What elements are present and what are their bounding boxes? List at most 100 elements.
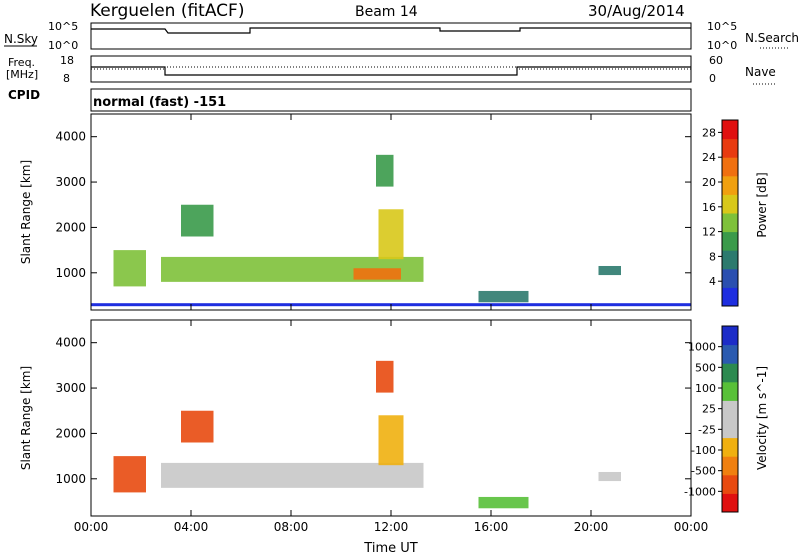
colorbar-cell <box>722 120 738 140</box>
colorbar-tick-label: -500 <box>691 465 716 478</box>
cpid-value: normal (fast) -151 <box>93 95 226 110</box>
colorbar-tick-label: 500 <box>695 361 716 374</box>
station-title: Kerguelen (fitACF) <box>90 1 244 21</box>
colorbar-tick-label: 28 <box>702 126 716 139</box>
velocity-panel: 00:00 04:00 08:00 12:00 16:00 20:00 00:00 1000 2… <box>19 319 769 534</box>
date-title: 30/Aug/2014 <box>588 2 685 20</box>
colorbar-frame <box>721 325 739 513</box>
colorbar-tick-label: 25 <box>702 403 716 416</box>
power-colorbar: 4 8 12 16 20 24 28 <box>702 119 739 307</box>
x-axis-label: Time UT <box>363 541 417 554</box>
echo-region <box>376 360 394 393</box>
freq-right-tick-top: 60 <box>709 54 723 67</box>
nave-trace <box>91 66 691 70</box>
colorbar-cell <box>722 437 738 457</box>
colorbar-cell <box>722 268 738 288</box>
noise-right-tick-top: 10^5 <box>707 20 737 33</box>
noise-left-tick-top: 10^5 <box>48 20 78 33</box>
velocity-ylabel: Slant Range [km] <box>19 366 33 470</box>
colorbar-tick-label: -1000 <box>684 485 716 498</box>
freq-label-line2: [MHz] <box>6 68 38 81</box>
colorbar-tick-label: 8 <box>709 250 716 263</box>
beam-title: Beam 14 <box>355 4 418 20</box>
colorbar-frame <box>721 119 739 307</box>
colorbar-cell <box>722 493 738 513</box>
colorbar-cell <box>722 456 738 476</box>
colorbar-tick-label: -25 <box>698 423 716 436</box>
y-tick-label: 1000 <box>55 472 86 486</box>
cpid-panel-frame <box>90 88 692 112</box>
colorbar-tick-label: 100 <box>695 382 716 395</box>
y-tick-label: 4000 <box>55 130 86 144</box>
freq-left-tick-bottom: 8 <box>63 72 70 85</box>
colorbar-cell <box>722 419 738 439</box>
colorbar-cell <box>722 138 738 158</box>
power-panel: 1000 2000 3000 4000 Slant Range [km] 4 8 12 16… <box>19 113 769 311</box>
noise-panel: N.Sky 10^5 10^0 10^5 10^0 N.Search <box>4 20 799 52</box>
colorbar-cell <box>722 474 738 494</box>
colorbar-tick-label: 24 <box>702 151 716 164</box>
y-tick-label: 3000 <box>55 175 86 189</box>
colorbar-cell <box>722 381 738 401</box>
echo-region <box>598 471 621 482</box>
colorbar-cell <box>722 287 738 307</box>
y-tick-label: 1000 <box>55 266 86 280</box>
noise-left-tick-bottom: 10^0 <box>48 39 78 52</box>
colorbar-tick-label: 12 <box>702 226 716 239</box>
velocity-echoes <box>113 360 621 509</box>
colorbar-cell <box>722 157 738 177</box>
x-tick-label: 20:00 <box>574 520 609 534</box>
y-tick-label: 4000 <box>55 336 86 350</box>
power-echoes <box>91 154 691 307</box>
echo-region <box>113 456 146 493</box>
cpid-label: CPID <box>8 88 40 102</box>
x-tick-label: 12:00 <box>374 520 409 534</box>
colorbar-tick-label: 20 <box>702 176 716 189</box>
colorbar-cell <box>722 231 738 251</box>
freq-right-tick-bottom: 0 <box>709 72 716 85</box>
power-ylabel: Slant Range [km] <box>19 160 33 264</box>
freq-label-line1: Freq. <box>8 56 35 69</box>
x-tick-label: 16:00 <box>474 520 509 534</box>
colorbar-tick-label: -100 <box>691 444 716 457</box>
colorbar-cell <box>722 213 738 233</box>
power-axes: 1000 2000 3000 4000 <box>55 114 692 310</box>
noise-right-label: N.Search <box>745 31 799 45</box>
echo-region <box>478 496 529 509</box>
x-tick-label: 04:00 <box>174 520 209 534</box>
colorbar-cell <box>722 194 738 214</box>
velocity-colorbar: 1000 500 100 25 -25 -100 -500 -1000 <box>684 325 739 513</box>
colorbar-cell <box>722 344 738 364</box>
x-tick-label: 00:00 <box>74 520 109 534</box>
power-colorbar-label: Power [dB] <box>755 172 769 237</box>
velocity-colorbar-label: Velocity [m s^-1] <box>755 366 769 470</box>
y-tick-label: 2000 <box>55 220 86 234</box>
colorbar-cell <box>722 250 738 270</box>
freq-left-tick-top: 18 <box>60 54 74 67</box>
noise-left-label: N.Sky <box>4 32 38 46</box>
echo-region <box>181 204 214 237</box>
noise-sky-trace <box>91 27 691 34</box>
echo-region <box>376 154 394 187</box>
freq-trace <box>91 66 691 76</box>
noise-right-tick-bottom: 10^0 <box>707 39 737 52</box>
echo-region <box>478 290 529 303</box>
velocity-axes: 00:00 04:00 08:00 12:00 16:00 20:00 00:00 1000 2… <box>55 320 708 534</box>
x-tick-label: 08:00 <box>274 520 309 534</box>
echo-region <box>598 265 621 276</box>
colorbar-cell <box>722 175 738 195</box>
colorbar-cell <box>722 326 738 346</box>
x-tick-label: 00:00 <box>674 520 709 534</box>
colorbar-cell <box>722 400 738 420</box>
echo-region <box>181 410 214 443</box>
y-tick-label: 3000 <box>55 381 86 395</box>
noise-panel-frame <box>90 22 692 50</box>
colorbar-cell <box>722 363 738 383</box>
frequency-panel: Freq. [MHz] 18 8 60 0 Nave <box>6 54 776 85</box>
nave-label: Nave <box>745 65 776 79</box>
echo-region <box>161 462 424 488</box>
colorbar-tick-label: 16 <box>702 201 716 214</box>
echo-region <box>378 209 404 260</box>
echo-region <box>113 250 146 287</box>
